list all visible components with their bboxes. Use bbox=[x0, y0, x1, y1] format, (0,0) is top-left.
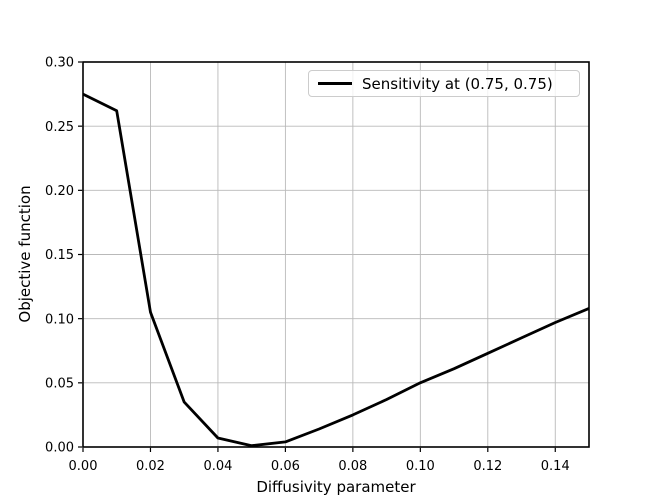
x-tick-label: 0.10 bbox=[406, 459, 435, 474]
axes-frame bbox=[82, 61, 590, 448]
x-axis-label: Diffusivity parameter bbox=[256, 478, 416, 496]
x-tick-label: 0.00 bbox=[69, 459, 98, 474]
y-tick-label: 0.05 bbox=[45, 376, 74, 391]
x-tick-label: 0.08 bbox=[338, 459, 367, 474]
x-tick-label: 0.14 bbox=[541, 459, 570, 474]
y-tick-label: 0.15 bbox=[45, 248, 74, 263]
legend-line-sample bbox=[318, 81, 352, 86]
y-tick-label: 0.20 bbox=[45, 184, 74, 199]
y-tick-label: 0.25 bbox=[45, 120, 74, 135]
y-tick-label: 0.00 bbox=[45, 441, 74, 456]
series-line bbox=[82, 92, 590, 448]
y-tick-label: 0.10 bbox=[45, 312, 74, 327]
y-tick-label: 0.30 bbox=[45, 56, 74, 71]
y-axis-label: Objective function bbox=[16, 185, 34, 323]
legend: Sensitivity at (0.75, 0.75) bbox=[308, 70, 580, 97]
x-tick-label: 0.02 bbox=[136, 459, 165, 474]
legend-label: Sensitivity at (0.75, 0.75) bbox=[362, 74, 553, 93]
x-tick-label: 0.12 bbox=[473, 459, 502, 474]
x-tick-label: 0.04 bbox=[203, 459, 232, 474]
x-tick-label: 0.06 bbox=[271, 459, 300, 474]
